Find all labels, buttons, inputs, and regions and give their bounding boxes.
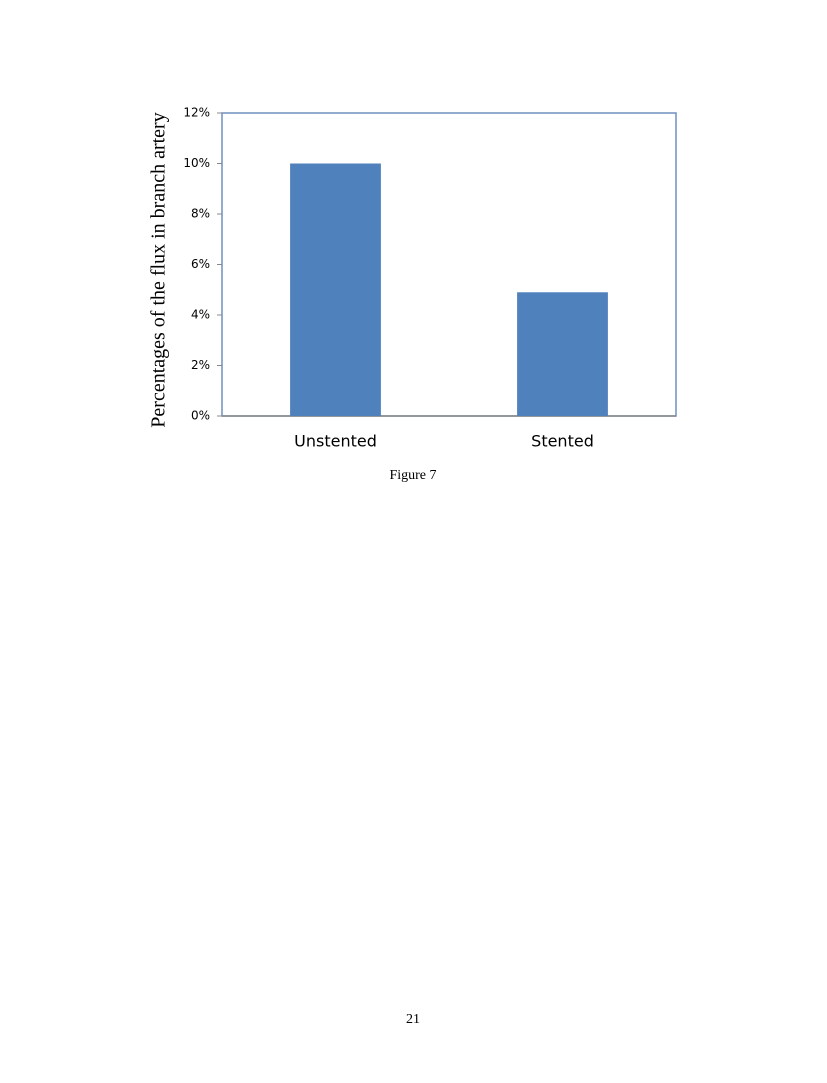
bar (290, 163, 381, 416)
page-number: 21 (406, 1012, 420, 1027)
y-tick-label: 12% (183, 106, 210, 120)
y-tick-label: 2% (191, 358, 210, 372)
bar (517, 292, 608, 416)
x-tick-label: Stented (531, 432, 594, 451)
x-tick-label: Unstented (294, 432, 377, 451)
y-tick-label: 6% (191, 257, 210, 271)
figure-caption: Figure 7 (389, 468, 436, 483)
y-axis-label: Percentages of the flux in branch artery (148, 112, 170, 427)
y-tick-label: 0% (191, 409, 210, 423)
y-tick-label: 4% (191, 308, 210, 322)
y-tick-label: 10% (183, 156, 210, 170)
y-tick-label: 8% (191, 207, 210, 221)
